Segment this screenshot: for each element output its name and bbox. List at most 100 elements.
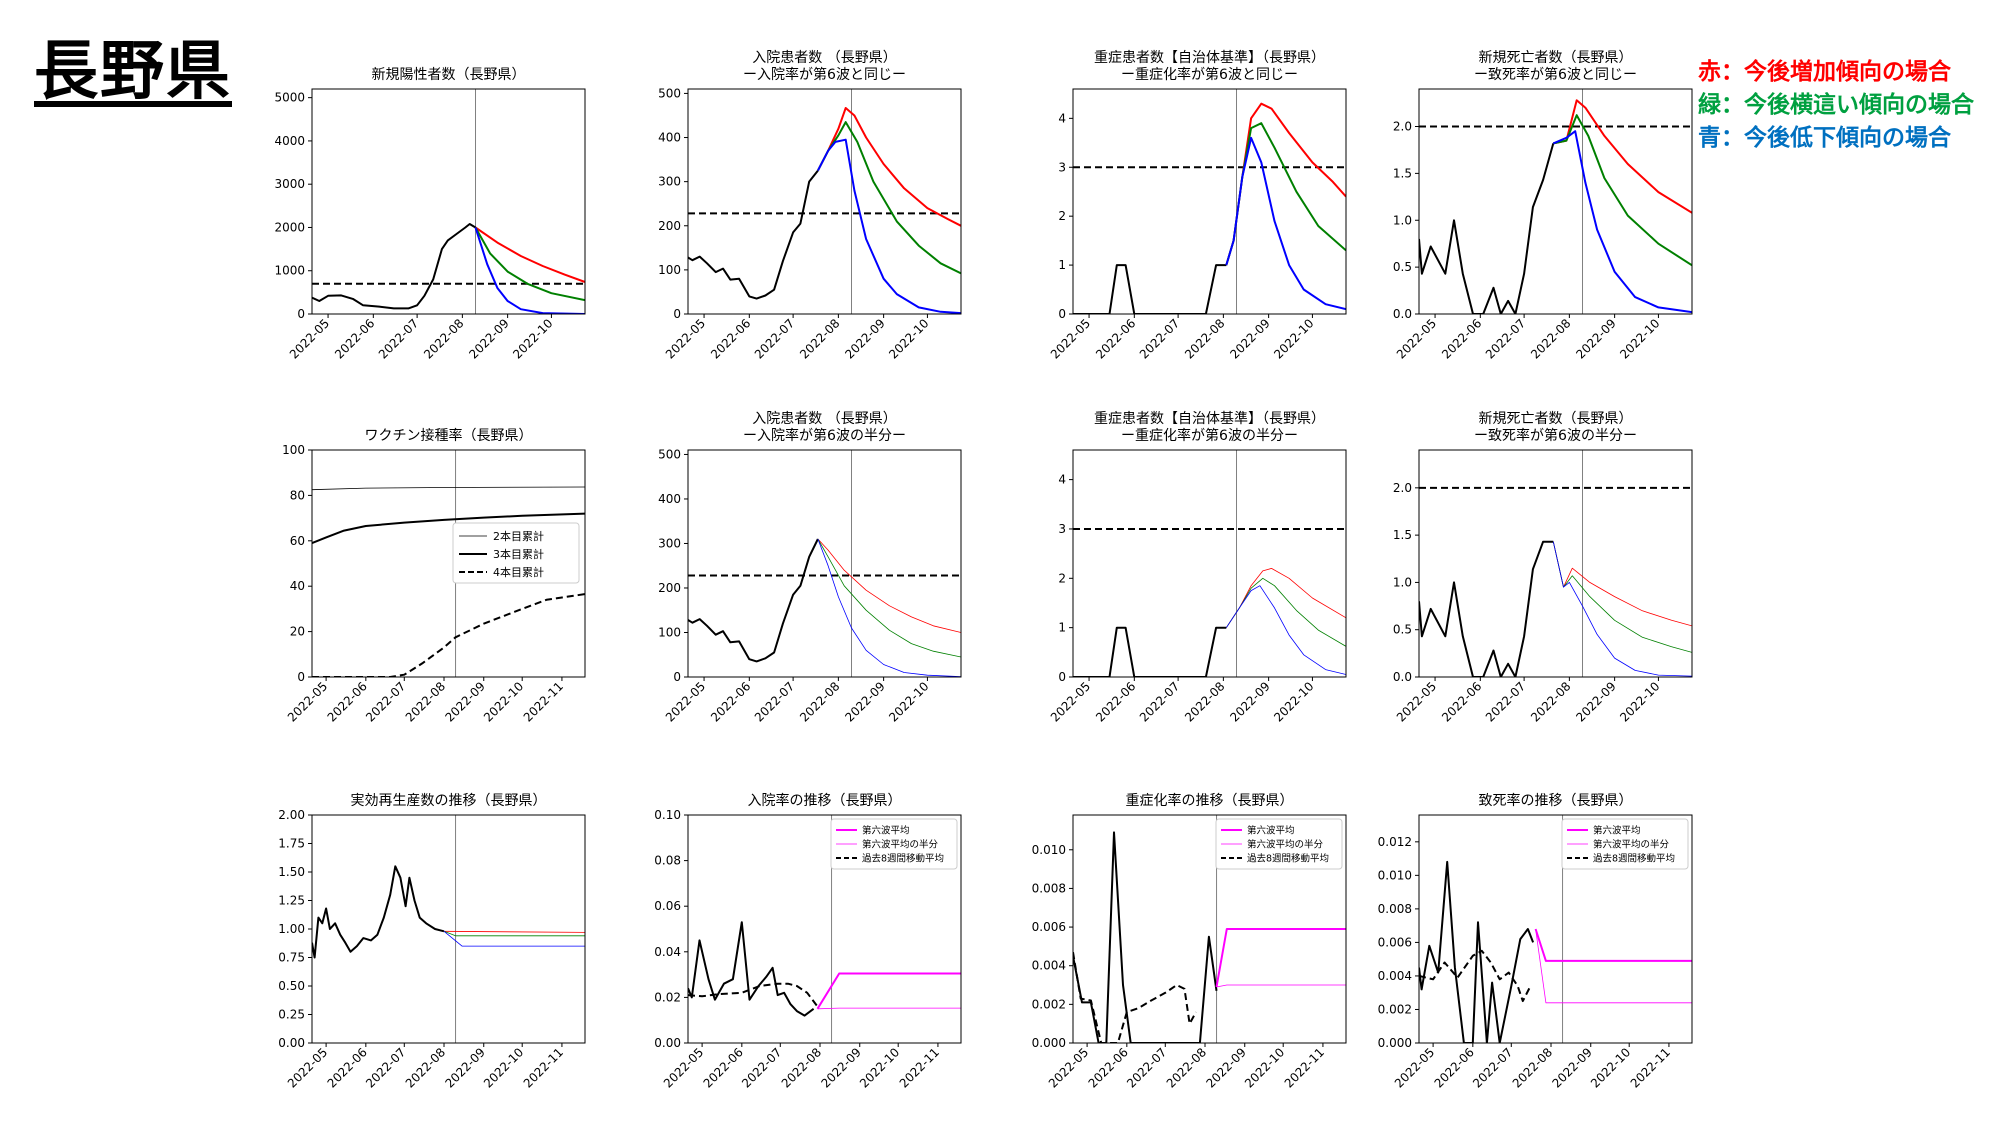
legend-label: 第六波平均の半分 [862,839,939,851]
plot-frame [1418,88,1693,315]
y-tick-label: 0.010 [1032,843,1066,857]
chart-legend [452,522,580,584]
series-line [817,538,961,658]
series-line [1225,122,1346,266]
y-tick-label: 200 [658,581,681,595]
y-tick-label: 0.25 [278,1008,305,1022]
legend-label: 4本目累計 [493,565,544,579]
x-tick-label: 2022-08 [421,316,466,361]
series-line [1552,541,1692,677]
series-line [312,512,585,545]
plot-area [312,815,585,1043]
series-line [1073,831,1218,1043]
y-tick-label: 100 [658,263,681,277]
legend-label: 2本目累計 [493,529,544,543]
x-tick-label: 2022-10 [1271,679,1316,724]
y-tick-label: 1.25 [278,894,305,908]
y-tick-label: 4 [1058,111,1066,125]
x-tick-label: 2022-09 [1573,679,1618,724]
plot-frame [311,88,586,315]
x-tick-label: 2022-10 [1617,679,1662,724]
series-line [688,538,819,663]
x-tick-label: 2022-07 [739,1045,784,1090]
y-tick-label: 100 [282,443,305,457]
plot-frame [1072,449,1347,678]
x-tick-label: 2022-06 [332,316,377,361]
x-tick-label: 2022-07 [1483,316,1528,361]
series-line [817,121,961,275]
plot-frame [311,814,586,1044]
series-line [1553,114,1692,267]
y-tick-label: 1.0 [1393,575,1412,589]
chart-title: ー致死率が第6波の半分ー [1474,427,1637,444]
chart-title: 重症患者数【自治体基準】（長野県） [1094,410,1325,427]
y-tick-label: 0.06 [654,899,681,913]
scenario-legend-red: 赤：今後増加傾向の場合 [1698,59,1951,85]
y-tick-label: 2.0 [1393,481,1412,495]
x-tick-label: 2022-07 [1137,679,1182,724]
x-tick-label: 2022-09 [1204,1045,1249,1090]
series-line [817,538,961,633]
chart-deaths-half: 新規死亡者数（長野県）ー致死率が第6波の半分ー 0.0 0.5 1.0 1.5 2.0 20… [1393,411,1693,725]
series-line [1419,860,1535,1043]
x-tick-label: 2022-09 [443,679,488,724]
series-line [1225,102,1346,266]
y-tick-label: 0.75 [278,951,305,965]
y-tick-label: 2.0 [1393,120,1412,134]
y-tick-label: 200 [658,219,681,233]
x-tick-label: 2022-06 [1439,679,1484,724]
plot-area [688,450,961,677]
x-tick-label: 2022-09 [842,679,887,724]
x-tick-label: 2022-09 [1550,1045,1595,1090]
y-tick-label: 60 [290,534,305,548]
x-tick-label: 2022-07 [363,679,408,724]
x-tick-label: 2022-05 [1394,679,1439,724]
y-tick-label: 1.5 [1393,166,1412,180]
y-tick-label: 0 [297,307,305,321]
y-tick-label: 400 [658,131,681,145]
series-line [474,226,585,283]
x-tick-label: 2022-05 [1048,679,1093,724]
series-line [817,538,961,677]
y-tick-label: 1000 [274,264,305,278]
x-tick-label: 2022-08 [797,316,842,361]
plot-frame [311,449,586,678]
y-tick-label: 5000 [274,91,305,105]
chart-title: 入院率の推移（長野県） [748,792,902,809]
plot-frame [1418,449,1693,678]
y-tick-label: 1.50 [278,865,305,879]
y-tick-label: 1 [1058,258,1066,272]
series-line [1552,130,1692,314]
chart-title: 新規死亡者数（長野県） [1479,411,1633,427]
series-line [474,227,585,314]
x-tick-label: 2022-09 [443,1045,488,1090]
x-tick-label: 2022-09 [819,1045,864,1090]
y-tick-label: 0.012 [1378,835,1412,849]
x-tick-label: 2022-05 [661,1045,706,1090]
x-tick-label: 2022-06 [1093,316,1138,361]
chart-severe-rate: 重症化率の推移（長野県） 0.000 0.002 0.004 0.006 0.008 0.0… [1032,792,1347,1091]
y-tick-label: 80 [290,488,305,502]
y-tick-label: 1.5 [1393,528,1412,542]
chart-inpatients-same: 入院患者数 （長野県）ー入院率が第6波と同じー 0 100 200 300 400 500 2… [658,50,962,362]
chart-title: ー入院率が第6波と同じー [743,66,906,83]
plot-area [312,89,585,314]
series-line [1419,143,1555,314]
x-tick-label: 2022-10 [886,679,931,724]
x-tick-label: 2022-05 [287,316,332,361]
chart-severe-same: 重症患者数【自治体基準】（長野県）ー重症化率が第6波と同じー 0 1 2 3 4 2022-… [1048,49,1347,362]
legend-label: 過去8週間移動平均 [862,853,944,865]
y-tick-label: 0.0 [1393,670,1412,684]
y-tick-label: 500 [658,86,681,100]
chart-legend [1215,818,1343,870]
plot-area [1073,450,1346,677]
x-tick-label: 2022-06 [1432,1045,1477,1090]
plot-frame [1418,814,1693,1044]
x-tick-label: 2022-05 [285,1045,330,1090]
series-line [1225,585,1346,675]
page-title: 長野県 [34,35,232,109]
x-tick-label: 2022-11 [1282,1045,1327,1090]
y-tick-label: 0.08 [654,854,681,868]
plot-frame [1072,88,1347,315]
chart-title: ー致死率が第6波と同じー [1474,66,1637,83]
